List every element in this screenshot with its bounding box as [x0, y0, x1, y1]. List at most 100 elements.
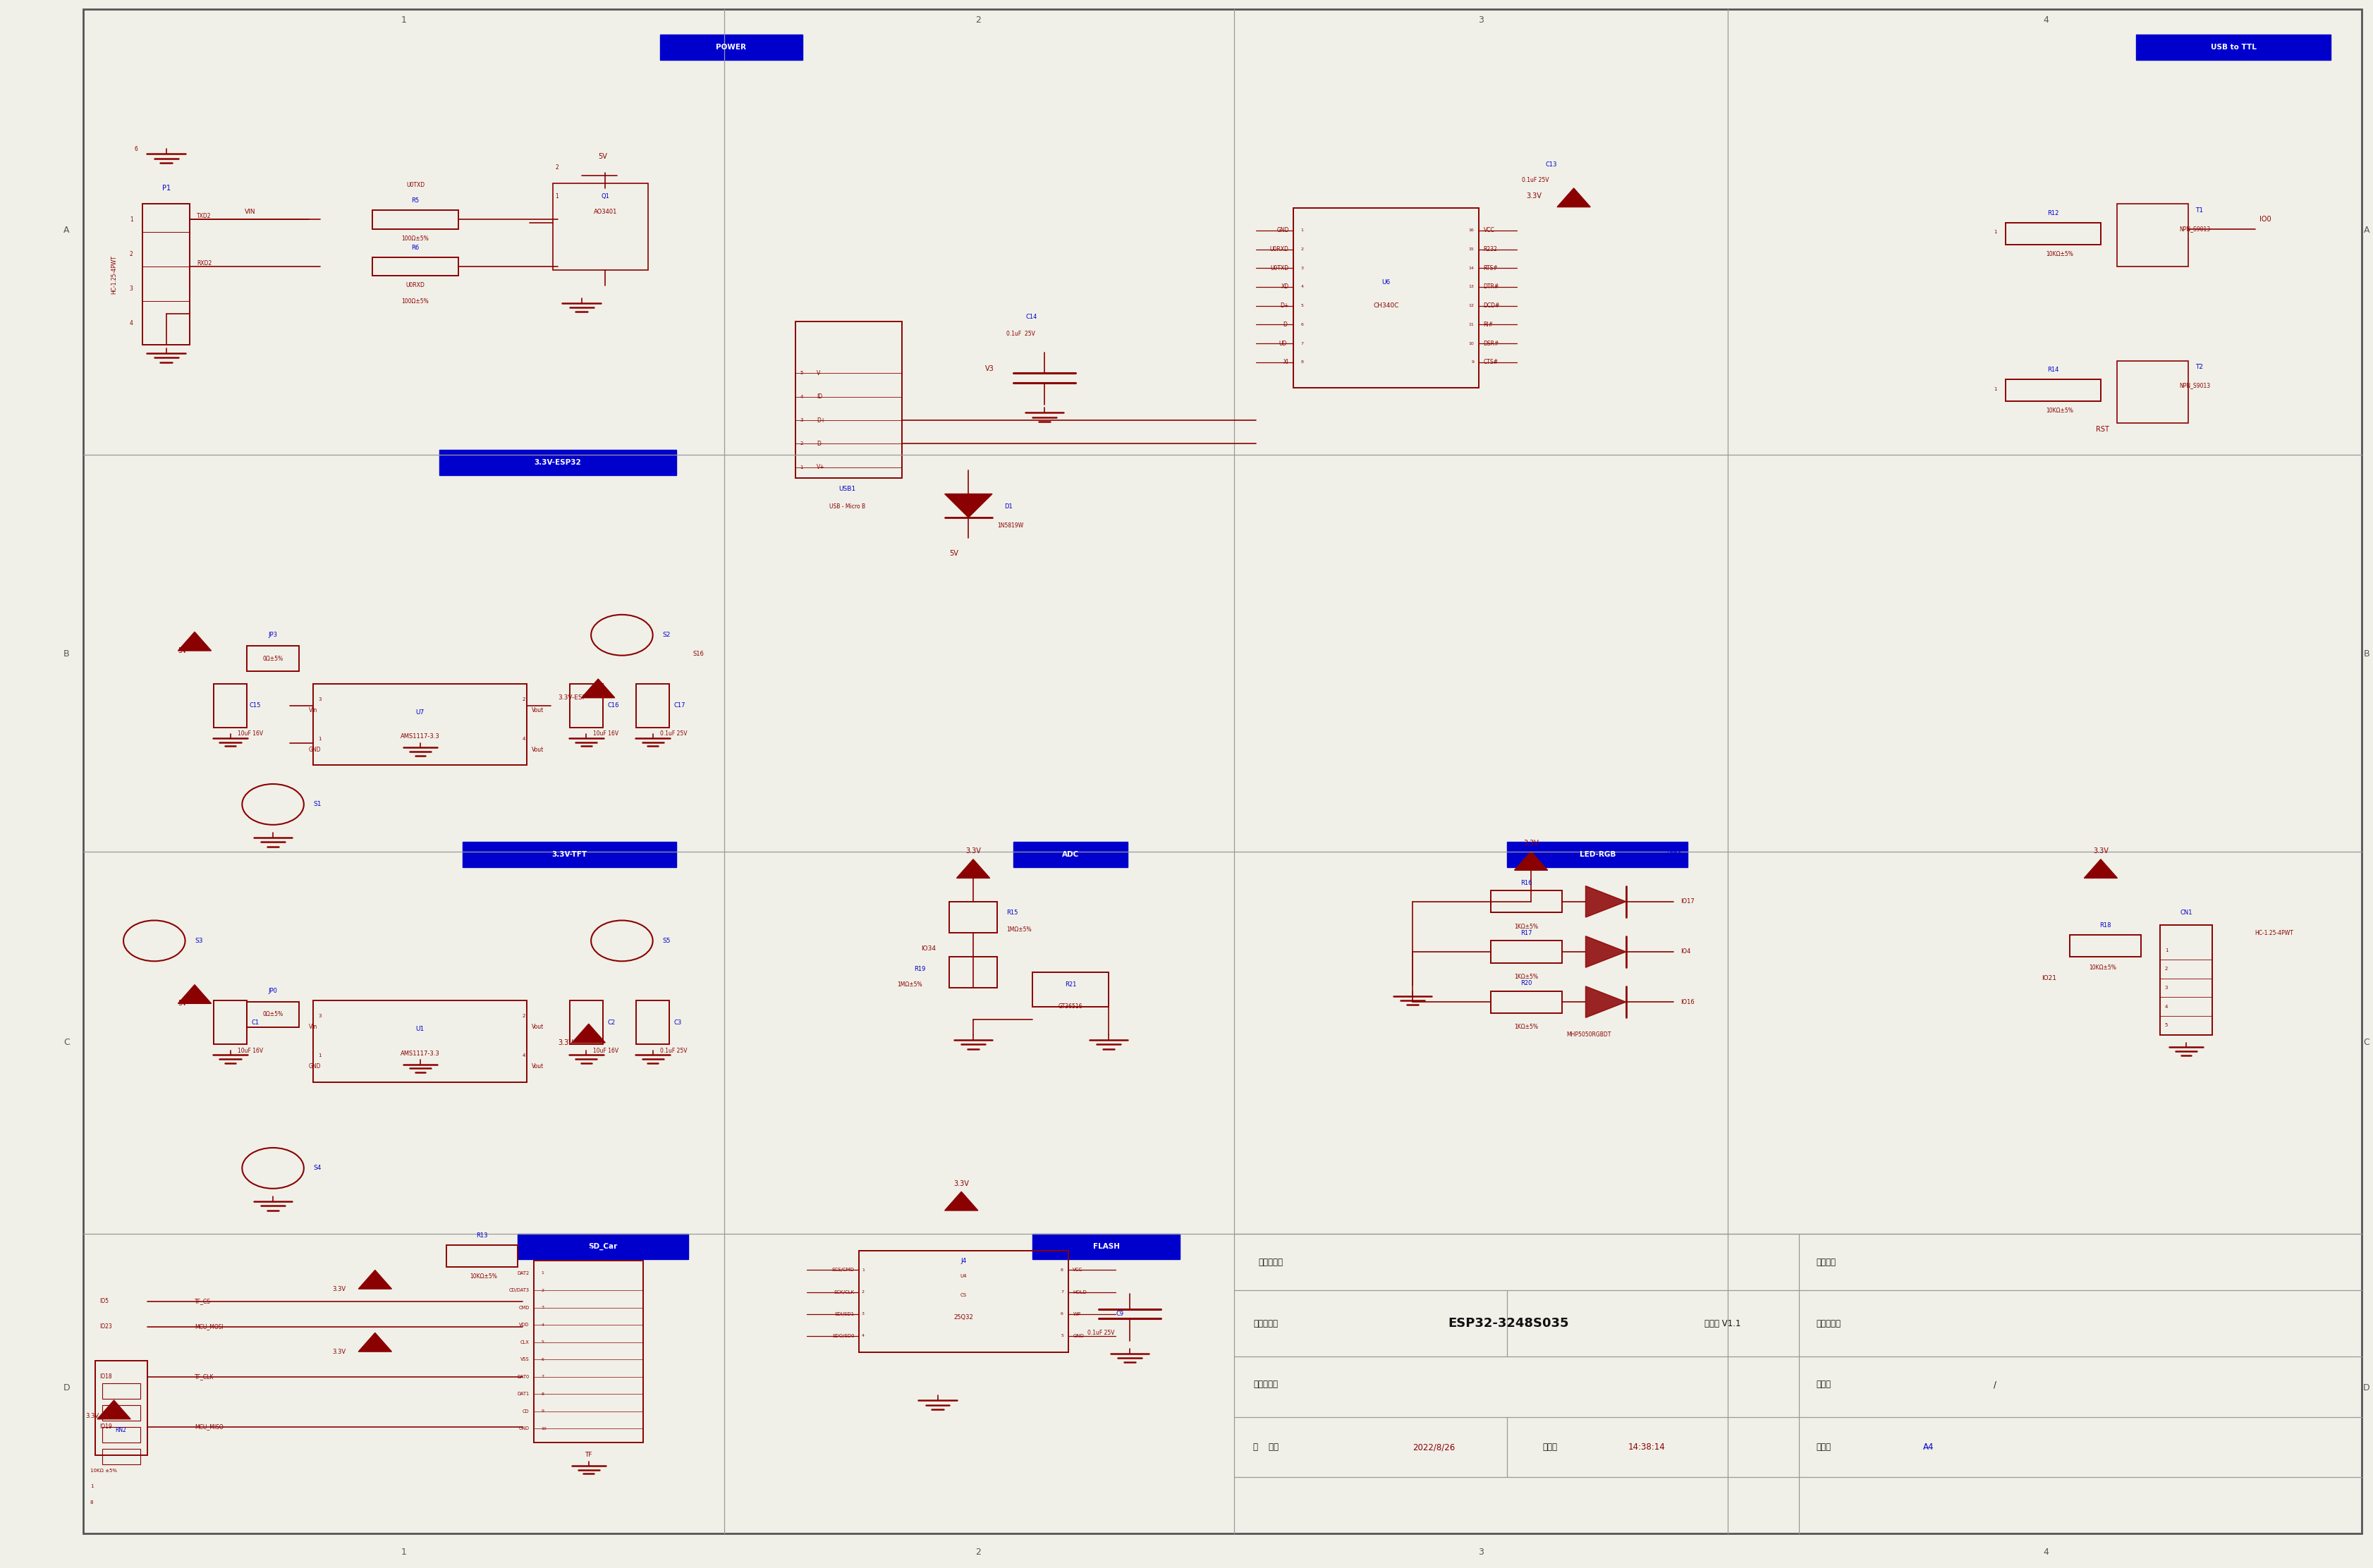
Text: 1MΩ±5%: 1MΩ±5% — [897, 982, 923, 988]
Bar — [1490, 891, 1561, 913]
Text: 8: 8 — [90, 1501, 93, 1504]
Bar — [1490, 991, 1561, 1013]
Text: D: D — [2364, 1383, 2368, 1392]
Text: USB to TTL: USB to TTL — [2209, 44, 2257, 50]
Text: NPN_S9013: NPN_S9013 — [2178, 226, 2209, 232]
Text: C: C — [2364, 1038, 2368, 1047]
Text: 3.3V: 3.3V — [558, 1040, 572, 1046]
Text: D+: D+ — [1279, 303, 1289, 309]
Text: T1: T1 — [2195, 207, 2202, 213]
Text: GND: GND — [1277, 227, 1289, 234]
Text: D: D — [64, 1383, 69, 1392]
Bar — [570, 684, 603, 728]
Text: XI: XI — [1284, 359, 1289, 365]
Text: RI#: RI# — [1483, 321, 1493, 328]
Bar — [1293, 209, 1478, 389]
Text: 10uF 16V: 10uF 16V — [237, 731, 263, 737]
Bar — [2005, 379, 2100, 401]
Text: CS: CS — [961, 1294, 966, 1297]
Text: 1: 1 — [1993, 230, 1996, 234]
Bar — [247, 646, 299, 671]
Text: R17: R17 — [1521, 930, 1531, 936]
Text: 3: 3 — [1300, 267, 1303, 270]
Text: 6: 6 — [135, 146, 138, 152]
Bar — [517, 1234, 688, 1259]
Text: 4: 4 — [861, 1334, 864, 1338]
Text: 0.1uF 25V: 0.1uF 25V — [1087, 1330, 1113, 1336]
Text: VSS: VSS — [520, 1358, 529, 1361]
Text: A: A — [2364, 226, 2368, 235]
Bar — [2069, 935, 2140, 956]
Text: 7: 7 — [1300, 342, 1303, 345]
Text: S3: S3 — [195, 938, 202, 944]
Text: U4: U4 — [961, 1275, 966, 1278]
Text: V3: V3 — [985, 365, 994, 372]
Text: /: / — [1993, 1380, 1996, 1389]
Text: 4: 4 — [2043, 1548, 2048, 1557]
Text: 3.3V: 3.3V — [332, 1286, 346, 1292]
Text: 产品编号：: 产品编号： — [1253, 1380, 1277, 1389]
Text: 纸张：: 纸张： — [1815, 1443, 1830, 1452]
Polygon shape — [178, 632, 211, 651]
Text: 产品型号：: 产品型号： — [1253, 1319, 1277, 1328]
Text: 1: 1 — [555, 193, 558, 199]
Text: 14:38:14: 14:38:14 — [1628, 1443, 1666, 1452]
Text: 13: 13 — [1469, 285, 1474, 289]
Text: GND: GND — [1073, 1334, 1084, 1338]
Text: GND: GND — [520, 1427, 529, 1430]
Text: JP0: JP0 — [268, 988, 278, 994]
Bar — [660, 34, 802, 60]
Bar — [2117, 204, 2188, 267]
Text: IO16: IO16 — [1680, 999, 1694, 1005]
Text: 100Ω±5%: 100Ω±5% — [401, 235, 430, 241]
Bar — [2005, 223, 2100, 245]
Text: SCK/CLK: SCK/CLK — [833, 1290, 854, 1294]
Text: 2: 2 — [541, 1289, 543, 1292]
Text: U6: U6 — [1381, 279, 1391, 285]
Text: 10uF 16V: 10uF 16V — [593, 731, 619, 737]
Text: S2: S2 — [662, 632, 669, 638]
Text: SCS/CMD: SCS/CMD — [833, 1269, 854, 1272]
Text: U0RXD: U0RXD — [1270, 246, 1289, 252]
Text: 文件名：: 文件名： — [1815, 1258, 1834, 1267]
Polygon shape — [944, 494, 992, 517]
Text: U0TXD: U0TXD — [1270, 265, 1289, 271]
Text: 0Ω±5%: 0Ω±5% — [263, 1011, 282, 1018]
Text: SDO/SD0: SDO/SD0 — [833, 1334, 854, 1338]
Bar — [1490, 941, 1561, 963]
Text: 5: 5 — [1300, 304, 1303, 307]
Text: CD: CD — [522, 1410, 529, 1413]
Text: 6: 6 — [1061, 1312, 1063, 1316]
Text: LED1: LED1 — [1666, 851, 1680, 858]
Text: 1: 1 — [800, 466, 802, 469]
Text: 1: 1 — [90, 1485, 93, 1488]
Text: Vout: Vout — [532, 1024, 543, 1030]
Text: 10: 10 — [541, 1427, 546, 1430]
Text: Q1: Q1 — [600, 193, 610, 199]
Text: POWER: POWER — [717, 44, 745, 50]
Text: Vout: Vout — [532, 707, 543, 713]
Text: TF_CS: TF_CS — [195, 1298, 211, 1305]
Text: 时间：: 时间： — [1542, 1443, 1557, 1452]
Text: Vout: Vout — [532, 1063, 543, 1069]
Text: U7: U7 — [415, 709, 425, 715]
Polygon shape — [1557, 188, 1590, 207]
Polygon shape — [572, 1024, 605, 1043]
Text: 10KΩ ±5%: 10KΩ ±5% — [90, 1469, 116, 1472]
Text: R15: R15 — [1006, 909, 1018, 916]
Text: D-: D- — [816, 441, 823, 447]
Text: IO34: IO34 — [921, 946, 935, 952]
Text: R12: R12 — [2048, 210, 2057, 216]
Bar — [1013, 842, 1127, 867]
Text: C9: C9 — [1115, 1311, 1122, 1317]
Text: 7: 7 — [1061, 1290, 1063, 1294]
Text: S16: S16 — [693, 651, 705, 657]
Text: Vin: Vin — [308, 707, 318, 713]
Text: IO23: IO23 — [100, 1323, 112, 1330]
Text: S1: S1 — [313, 801, 320, 808]
Text: R20: R20 — [1521, 980, 1531, 986]
Text: V+: V+ — [816, 464, 823, 470]
Text: ADC: ADC — [1061, 851, 1080, 858]
Text: 10KΩ±5%: 10KΩ±5% — [470, 1273, 498, 1279]
Text: TF: TF — [584, 1452, 593, 1458]
